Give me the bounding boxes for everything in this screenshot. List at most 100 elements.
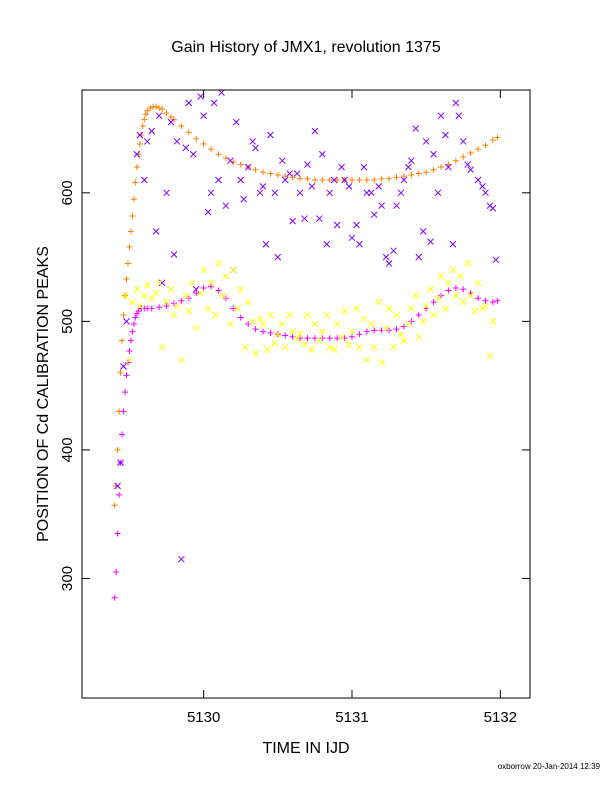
data-point [267,311,274,319]
data-point [341,307,348,315]
data-point [407,157,415,165]
data-point [271,189,279,197]
data-point [274,330,282,338]
data-point [215,176,222,184]
data-point [163,302,170,309]
data-point [170,251,178,258]
data-point [278,320,286,328]
data-point [153,103,160,110]
data-point [249,138,256,145]
x-tick-label: 5130 [187,709,220,726]
data-point [386,175,393,182]
data-point [148,127,156,135]
data-point [178,122,185,129]
data-point [390,343,397,351]
data-point [229,266,237,274]
data-point [378,175,385,182]
data-point [452,99,460,107]
data-point [296,189,304,197]
data-point [293,170,301,177]
data-point [123,318,130,325]
data-point [452,284,459,291]
data-point [304,311,311,319]
data-point [308,346,316,354]
data-point [252,144,259,152]
data-point [120,408,127,415]
data-point [382,324,390,332]
data-point [393,174,400,181]
data-point [430,166,437,173]
data-point [274,253,282,261]
data-point [289,174,296,181]
data-point [185,99,193,107]
x-axis-ticks: 5130 5131 5132 [187,90,517,726]
data-point [111,502,118,509]
data-point [129,212,136,219]
data-point [267,170,274,177]
data-point [144,107,151,114]
data-point [385,305,393,312]
data-point [244,298,252,306]
data-point [489,299,496,306]
data-point [474,176,482,184]
data-point [241,343,249,351]
data-point [173,302,181,310]
data-point [315,337,323,345]
data-point [133,310,140,317]
data-point [430,311,437,319]
data-point [400,173,407,180]
x-tick-label: 5132 [484,709,517,726]
data-point [267,131,274,139]
data-point [114,446,121,453]
data-point [356,176,363,183]
footer-credit: oxborrow 20-Jan-2014 12:39 [498,762,601,771]
data-point [113,569,120,576]
data-point [173,138,181,145]
data-point [119,337,126,344]
data-point [378,202,386,210]
data-point [259,169,266,176]
data-point [222,202,230,210]
data-point [135,308,142,315]
data-point [393,202,400,210]
data-point [234,305,242,312]
data-point [142,111,149,118]
data-point [311,127,319,135]
data-point [119,431,126,438]
data-point [427,238,434,246]
data-point [412,292,420,300]
data-point [326,335,333,342]
data-point [188,279,196,287]
data-point [494,134,501,141]
data-point [459,298,467,306]
data-point [111,594,118,601]
data-point [460,153,467,160]
data-point [120,311,127,318]
data-point [464,260,472,267]
data-point [132,314,139,321]
data-point [204,305,212,312]
data-point [274,171,281,178]
data-point [452,157,459,164]
data-point [129,298,136,306]
data-point [333,221,341,229]
data-point [123,275,130,282]
data-point [445,163,452,171]
data-point [139,122,146,129]
data-point [393,326,400,333]
data-point [385,260,393,267]
data-point [422,138,430,145]
data-point [208,283,215,290]
data-point [170,311,178,319]
data-point [192,324,200,332]
data-point [264,346,271,354]
data-point [200,266,207,274]
data-point [143,282,151,289]
data-point [397,330,405,338]
data-point [136,140,143,147]
data-point [460,286,467,293]
data-point [197,289,205,297]
data-point [375,183,383,190]
data-point [156,304,163,311]
